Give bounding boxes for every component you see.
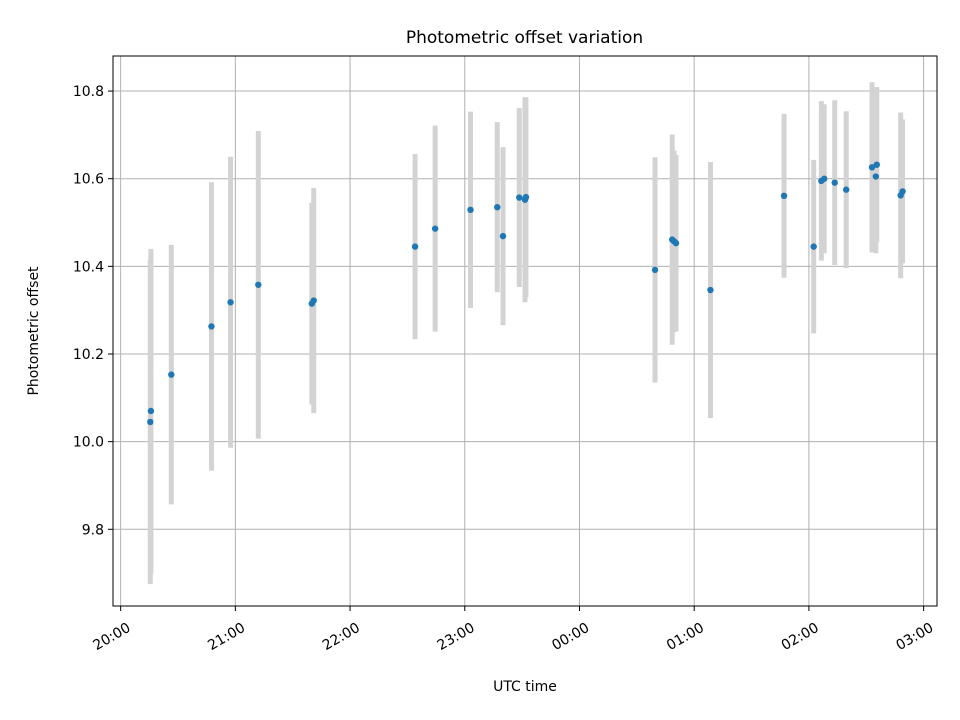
- data-point: [227, 299, 234, 306]
- data-point: [651, 266, 659, 274]
- data-point: [873, 161, 880, 168]
- data-points: [147, 161, 906, 426]
- data-point: [494, 203, 501, 211]
- data-point: [672, 239, 680, 247]
- data-point: [255, 281, 262, 288]
- data-point: [831, 179, 838, 186]
- data-point: [810, 243, 817, 250]
- y-tick-label: 10.4: [73, 259, 104, 275]
- data-point: [821, 175, 828, 182]
- y-tick-label: 10.6: [73, 172, 104, 188]
- y-axis-ticks: 9.8 10.0 10.2 10.4 10.6 10.8: [73, 84, 113, 538]
- y-tick-label: 10.8: [73, 84, 104, 100]
- chart-title: Photometric offset variation: [406, 28, 643, 48]
- data-point: [310, 297, 317, 304]
- x-axis-label: UTC time: [493, 679, 557, 695]
- y-tick-label: 10.0: [73, 435, 104, 451]
- data-point: [707, 286, 714, 294]
- data-point: [208, 323, 215, 330]
- data-point: [872, 173, 880, 180]
- data-point: [467, 206, 474, 214]
- data-point: [899, 188, 906, 195]
- data-point: [147, 407, 155, 415]
- data-point: [868, 164, 876, 171]
- data-point: [499, 232, 507, 240]
- y-tick-label: 9.8: [82, 522, 104, 538]
- plot-area-frame: [112, 55, 938, 607]
- y-tick-label: 10.2: [73, 347, 104, 363]
- data-point: [522, 193, 530, 201]
- data-point: [516, 194, 523, 201]
- data-point: [780, 192, 788, 200]
- data-point: [431, 225, 439, 232]
- y-axis-label: Photometric offset: [26, 266, 42, 396]
- data-point: [411, 243, 419, 250]
- data-point: [842, 186, 850, 193]
- data-point: [168, 371, 175, 378]
- data-point: [147, 418, 154, 426]
